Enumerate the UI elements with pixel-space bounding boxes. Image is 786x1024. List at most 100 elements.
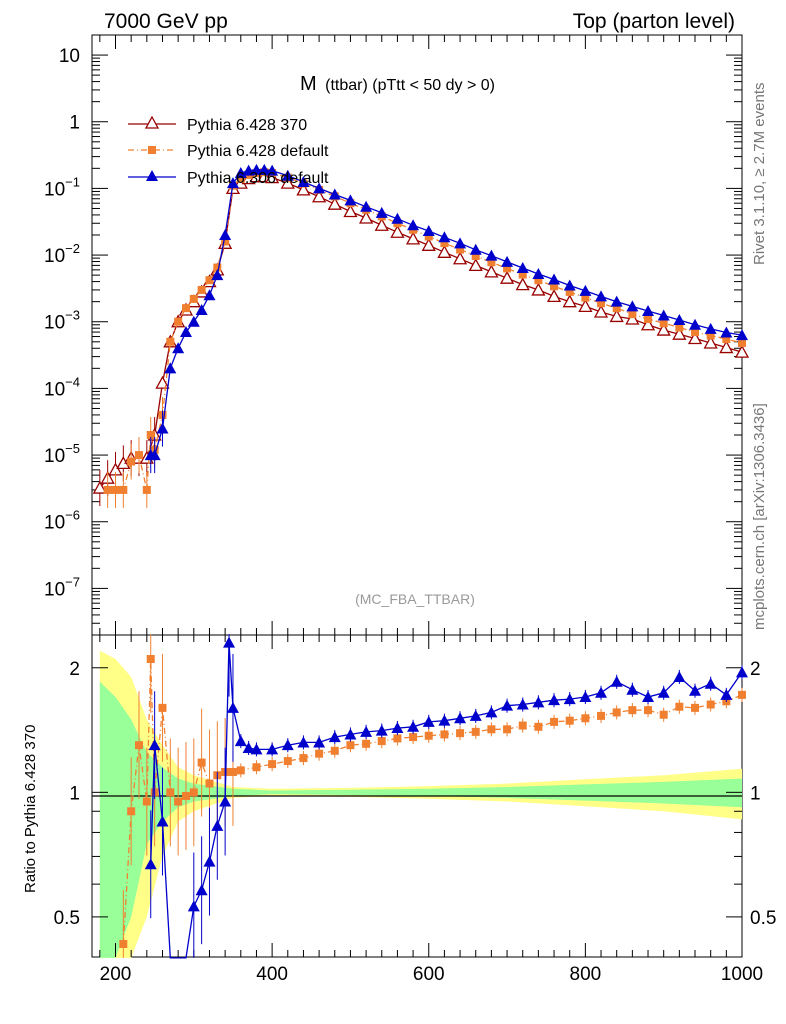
ratio-point-default306 <box>469 709 482 721</box>
ratio-point-default306 <box>485 706 498 718</box>
ratio-point-default428 <box>738 690 746 699</box>
legend-marker-ref <box>144 115 160 129</box>
main-point-default306 <box>148 449 161 461</box>
main-point-default306 <box>187 315 200 327</box>
ratio-point-default428 <box>346 741 355 750</box>
legend-label-default428: Pythia 6.428 default <box>187 143 329 160</box>
ratio-point-default306 <box>501 699 514 711</box>
plot-title-sub: (ttbar) (pTtt < 50 dy > 0) <box>325 77 495 94</box>
main-point-default428 <box>103 485 112 494</box>
ratio-point-default428 <box>299 754 308 763</box>
ratio-point-default306 <box>211 819 224 831</box>
legend-entry-default306: Pythia 6.306 default <box>128 170 329 187</box>
main-point-default428 <box>197 285 206 294</box>
main-y-tick-label: 10−1 <box>44 174 80 200</box>
main-y-tick-label: 10−7 <box>44 574 80 600</box>
ratio-point-default428 <box>581 714 590 723</box>
main-point-default428 <box>205 276 214 285</box>
main-point-default428 <box>565 287 574 296</box>
main-series-ref <box>92 169 750 507</box>
main-point-default428 <box>722 335 731 344</box>
ratio-point-default428 <box>236 766 245 775</box>
main-point-default428 <box>659 319 668 328</box>
main-point-default428 <box>181 304 190 313</box>
ratio-point-default428 <box>205 779 214 788</box>
main-point-default428 <box>612 304 621 313</box>
ratio-point-default306 <box>532 696 545 708</box>
main-point-default428 <box>119 485 128 494</box>
main-point-default428 <box>534 276 543 285</box>
ratio-point-default306 <box>234 735 247 747</box>
ratio-point-default306 <box>657 686 670 698</box>
ratio-y-tick-label: 1 <box>69 783 80 804</box>
ratio-point-default306 <box>148 739 161 751</box>
main-axis-ticks: 10−7 10−6 10−5 10−4 10−3 10−2 10−1 1 10 <box>44 34 743 636</box>
ratio-point-default428 <box>252 763 261 772</box>
ratio-point-default428 <box>675 702 684 711</box>
main-point-default306 <box>610 295 623 307</box>
legend-label-ref: Pythia 6.428 370 <box>187 117 307 134</box>
ratio-point-default306 <box>595 686 608 698</box>
main-point-default306 <box>563 279 576 291</box>
ratio-point-default428 <box>330 746 339 755</box>
ratio-point-default306 <box>563 693 576 705</box>
ratio-point-default428 <box>424 731 433 740</box>
ratio-point-default306 <box>313 736 326 748</box>
ratio-point-default428 <box>691 703 700 712</box>
main-point-ref <box>484 264 499 278</box>
legend-label-default306: Pythia 6.306 default <box>187 170 329 187</box>
main-point-default428 <box>628 310 637 319</box>
ratio-point-default306 <box>328 731 341 743</box>
ratio-point-default306 <box>422 715 435 727</box>
ratio-point-default306 <box>219 795 232 807</box>
ratio-point-default428 <box>565 716 574 725</box>
main-y-tick-label: 1 <box>69 113 80 134</box>
ratio-y-tick-label-right: 0.5 <box>750 908 776 929</box>
main-point-default428 <box>134 451 143 460</box>
ratio-point-default428 <box>644 706 653 715</box>
main-point-ref <box>562 294 577 308</box>
ratio-point-default428 <box>142 797 151 806</box>
ratio-band-outer <box>99 650 743 958</box>
ratio-point-default306 <box>266 743 279 755</box>
ratio-point-default428 <box>127 807 136 816</box>
main-point-ref <box>312 189 327 203</box>
main-y-tick-label: 10−5 <box>44 441 80 467</box>
ratio-point-default306 <box>223 636 236 648</box>
ratio-point-default306 <box>673 670 686 682</box>
main-line-default306 <box>150 169 743 456</box>
main-point-default306 <box>689 318 702 330</box>
main-point-ref <box>515 277 530 291</box>
ratio-y-tick-label-right: 1 <box>750 783 761 804</box>
main-point-default306 <box>313 182 326 194</box>
ratio-point-default428 <box>119 940 128 949</box>
main-point-default306 <box>297 175 310 187</box>
ratio-point-default428 <box>597 711 606 720</box>
main-point-default306 <box>195 303 208 315</box>
ratio-series-default306 <box>144 634 748 959</box>
main-point-default306 <box>595 290 608 302</box>
ratio-point-default306 <box>242 741 255 753</box>
main-point-default306 <box>360 200 373 212</box>
main-point-default306 <box>266 164 279 176</box>
main-point-ref <box>296 182 311 196</box>
x-tick-label: 1000 <box>721 964 763 985</box>
main-point-default306 <box>226 177 239 189</box>
main-point-default306 <box>172 342 185 354</box>
ratio-point-default306 <box>375 724 388 736</box>
main-point-default306 <box>281 169 294 181</box>
main-point-ref <box>656 322 671 336</box>
main-point-ref <box>421 237 436 251</box>
main-point-default306 <box>179 326 192 338</box>
ratio-point-default428 <box>189 788 198 797</box>
ratio-point-default428 <box>550 717 559 726</box>
ratio-point-default306 <box>610 675 623 687</box>
main-point-default306 <box>469 243 482 255</box>
main-point-ref <box>405 231 421 245</box>
plot-title-main: M <box>300 73 317 95</box>
ratio-axis-ticks: 200 400 600 800 1000 0.5 0.5 1 1 2 2 <box>54 635 776 985</box>
ratio-point-default306 <box>407 720 420 732</box>
ratio-point-default428 <box>166 788 175 797</box>
ratio-point-default428 <box>456 729 465 738</box>
